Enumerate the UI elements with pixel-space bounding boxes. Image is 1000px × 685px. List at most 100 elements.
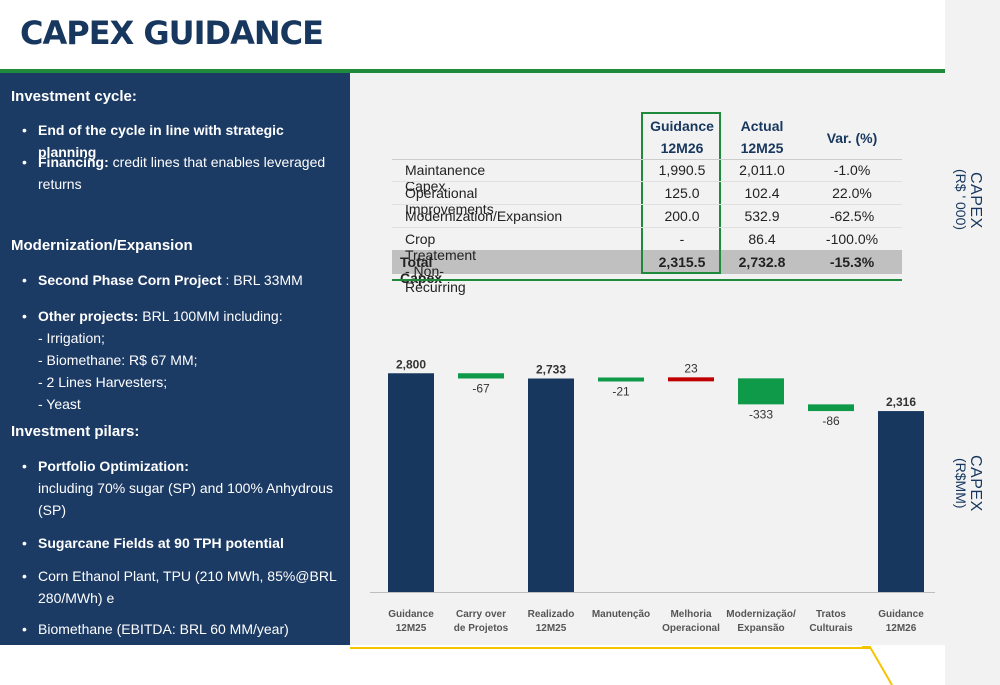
data-label: 2,316: [886, 395, 916, 409]
chart-side-title: CAPEX (R$MM): [953, 448, 984, 518]
bullet-dot-icon: •: [22, 154, 27, 170]
x-tick-label: 12M26: [886, 623, 917, 634]
header-guidance-line2: 12M26: [660, 140, 704, 156]
x-tick-label: Culturais: [809, 623, 853, 634]
bullet-bold-text: Financing:: [38, 154, 109, 170]
data-label: -86: [822, 414, 840, 428]
bullet-dot-icon: •: [22, 621, 27, 637]
total-row-background: [392, 250, 902, 274]
bullet-text: Biomethane (EBITDA: BRL 60 MM/year): [38, 621, 289, 637]
row-divider: [392, 227, 902, 228]
waterfall-bar: [598, 377, 644, 382]
left-info-panel: Investment cycle: • End of the cycle in …: [0, 73, 350, 685]
data-label: 2,733: [536, 362, 566, 376]
x-tick-label: Realizado: [528, 609, 575, 620]
x-tick-label: Melhoria: [670, 609, 712, 620]
row-label: Operational Improvements: [405, 185, 494, 217]
x-tick-label: Operacional: [662, 623, 720, 634]
row-label: Modernization/Expansion: [405, 208, 563, 224]
table-side-title-unit: (R$ ' 000): [953, 169, 969, 231]
total-label: Total Capex: [400, 254, 443, 286]
guidance-column-highlight: [641, 112, 721, 274]
bullet-dot-icon: •: [22, 308, 27, 324]
modernization-bullet-2: • Other projects: BRL 100MM including: -…: [22, 305, 342, 415]
data-label: -21: [612, 384, 630, 398]
x-tick-label: Tratos: [816, 609, 846, 620]
pillars-bullet-1: • Portfolio Optimization: including 70% s…: [22, 455, 342, 521]
bullet-dot-icon: •: [22, 535, 27, 551]
bullet-text: : BRL 33MM: [221, 272, 303, 288]
bullet-bold-text: End of the cycle in line with strategic …: [38, 122, 284, 160]
waterfall-bar: [738, 378, 784, 405]
x-tick-label: Modernização/: [726, 609, 796, 620]
bullet-text: Corn Ethanol Plant, TPU (210 MWh, 85%@BR…: [38, 568, 337, 606]
sub-item: - Irrigation;: [38, 330, 105, 346]
bullet-text: including 70% sugar (SP) and 100% Anhydr…: [38, 480, 333, 518]
investment-cycle-heading: Investment cycle:: [11, 88, 137, 105]
row-divider: [392, 181, 902, 182]
table-side-title-main: CAPEX: [967, 171, 984, 229]
total-guidance: 2,315.5: [658, 254, 706, 270]
x-tick-label: 12M25: [396, 623, 427, 634]
bullet-dot-icon: •: [22, 122, 27, 138]
waterfall-bar: [458, 373, 504, 379]
row-actual: 102.4: [744, 185, 780, 201]
row-guidance: -: [679, 231, 685, 247]
header-actual-line2: 12M25: [740, 140, 784, 156]
sub-item: - Biomethane: R$ 67 MM;: [38, 352, 198, 368]
row-divider: [392, 204, 902, 205]
row-var: -62.5%: [829, 208, 875, 224]
header-actual-line1: Actual: [740, 118, 784, 134]
row-actual: 2,011.0: [739, 162, 785, 178]
pillars-bullet-4: • Biomethane (EBITDA: BRL 60 MM/year): [22, 618, 342, 640]
investment-cycle-bullet-1: • End of the cycle in line with strategi…: [22, 119, 342, 163]
header-divider: [392, 159, 902, 160]
row-var: -100.0%: [825, 231, 879, 247]
x-tick-label: 12M25: [536, 623, 567, 634]
waterfall-bar: [808, 404, 854, 412]
data-label: -333: [749, 407, 773, 421]
pillars-bullet-3: • Corn Ethanol Plant, TPU (210 MWh, 85%@…: [22, 565, 342, 609]
bullet-dot-icon: •: [22, 568, 27, 584]
row-var: 22.0%: [832, 185, 872, 201]
chart-side-title-unit: (R$MM): [953, 457, 969, 509]
data-label: 2,800: [396, 357, 426, 371]
bullet-bold-text: Second Phase Corn Project: [38, 272, 222, 288]
waterfall-bar: [388, 373, 434, 592]
total-actual: 2,732.8: [738, 254, 786, 270]
bullet-bold-text: Portfolio Optimization:: [38, 458, 189, 474]
sub-item: - Yeast: [38, 396, 81, 412]
row-var: -1.0%: [833, 162, 871, 178]
x-tick-label: Manutenção: [592, 609, 650, 620]
bottom-accent-line: [350, 647, 870, 649]
bullet-bold-text: Other projects:: [38, 308, 139, 324]
page-title: CAPEX GUIDANCE: [20, 14, 324, 52]
title-divider: [0, 69, 945, 73]
modernization-bullet-1: • Second Phase Corn Project : BRL 33MM: [22, 269, 342, 291]
x-tick-label: Carry over: [456, 609, 506, 620]
row-actual: 86.4: [748, 231, 776, 247]
header-guidance-line1: Guidance: [650, 118, 714, 134]
header-var: Var. (%): [826, 130, 878, 146]
bottom-accent-corner: [862, 646, 893, 685]
total-var: -15.3%: [829, 254, 875, 270]
waterfall-bar: [528, 378, 574, 592]
content-background: [350, 73, 945, 645]
header-actual: Actual 12M25: [722, 115, 802, 159]
row-label: Maintanence Capex: [405, 162, 486, 194]
row-guidance: 1,990.5: [658, 162, 706, 178]
pillars-bullet-2: • Sugarcane Fields at 90 TPH potential: [22, 532, 342, 554]
bullet-dot-icon: •: [22, 272, 27, 288]
waterfall-chart: 2,800 Guidance 12M25 -67 Carry over de Projet…: [370, 357, 935, 634]
pillars-heading: Investment pilars:: [11, 423, 140, 440]
chart-side-title-main: CAPEX: [967, 454, 984, 512]
row-guidance: 125.0: [664, 185, 700, 201]
bullet-bold-text: Sugarcane Fields at 90 TPH potential: [38, 535, 284, 551]
table-bottom-rule: [392, 279, 902, 281]
x-tick-label: de Projetos: [454, 623, 509, 634]
header-guidance: Guidance 12M26: [641, 115, 723, 159]
row-guidance: 200.0: [664, 208, 700, 224]
row-actual: 532.9: [744, 208, 780, 224]
x-tick-label: Expansão: [737, 623, 784, 634]
data-label: 23: [684, 361, 698, 375]
